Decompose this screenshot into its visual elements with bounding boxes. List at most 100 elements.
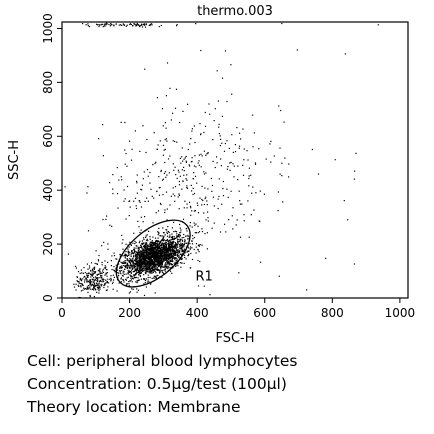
event-point bbox=[85, 297, 87, 299]
event-point bbox=[129, 263, 131, 265]
event-point bbox=[160, 256, 162, 258]
event-point bbox=[111, 255, 113, 257]
event-point bbox=[163, 246, 165, 248]
event-point bbox=[105, 289, 107, 291]
event-point bbox=[134, 263, 137, 266]
event-point bbox=[93, 279, 95, 281]
event-point bbox=[180, 245, 183, 247]
event-point bbox=[87, 230, 90, 232]
event-point bbox=[150, 258, 152, 260]
event-point bbox=[166, 254, 168, 256]
event-point bbox=[120, 269, 123, 272]
event-point bbox=[177, 241, 179, 243]
event-point bbox=[167, 248, 169, 250]
event-point bbox=[162, 125, 164, 127]
event-point bbox=[161, 239, 163, 242]
event-point bbox=[75, 283, 77, 285]
event-point bbox=[160, 169, 162, 171]
event-point bbox=[157, 259, 159, 261]
event-point bbox=[154, 257, 156, 259]
event-point bbox=[146, 238, 148, 240]
event-point bbox=[134, 265, 136, 267]
event-point bbox=[118, 24, 120, 26]
event-point bbox=[104, 284, 106, 286]
event-point bbox=[94, 262, 96, 265]
event-point bbox=[79, 279, 81, 281]
event-point bbox=[137, 268, 139, 270]
event-point bbox=[91, 275, 94, 277]
event-point bbox=[159, 260, 161, 262]
event-point bbox=[152, 247, 154, 249]
event-point bbox=[125, 261, 127, 263]
event-point bbox=[181, 262, 183, 264]
event-point bbox=[91, 281, 93, 283]
event-point bbox=[97, 285, 99, 287]
event-point bbox=[214, 108, 216, 110]
event-point bbox=[141, 24, 143, 26]
event-point bbox=[132, 261, 134, 263]
event-point bbox=[148, 264, 150, 266]
event-point bbox=[189, 205, 192, 207]
event-point bbox=[229, 162, 231, 164]
event-point bbox=[159, 254, 161, 257]
event-point bbox=[243, 148, 245, 150]
event-point bbox=[138, 200, 141, 202]
event-point bbox=[146, 281, 149, 283]
event-point bbox=[151, 249, 153, 251]
event-point bbox=[143, 23, 145, 25]
event-point bbox=[82, 272, 84, 274]
event-point bbox=[201, 185, 203, 187]
event-point bbox=[152, 256, 155, 258]
event-point bbox=[216, 156, 218, 158]
event-point bbox=[163, 232, 165, 234]
event-point bbox=[169, 261, 171, 263]
event-point bbox=[207, 217, 209, 219]
event-point bbox=[153, 132, 155, 134]
event-point bbox=[179, 223, 181, 226]
event-point bbox=[191, 247, 193, 249]
event-point bbox=[156, 266, 158, 268]
event-point bbox=[194, 232, 196, 234]
event-point bbox=[158, 247, 160, 249]
event-point bbox=[159, 272, 161, 274]
event-point bbox=[90, 270, 92, 272]
event-point bbox=[150, 250, 152, 252]
event-point bbox=[164, 268, 166, 270]
event-point bbox=[162, 244, 164, 246]
event-point bbox=[186, 179, 188, 181]
event-point bbox=[165, 256, 167, 258]
event-point bbox=[150, 245, 152, 247]
event-point bbox=[87, 272, 89, 274]
event-point bbox=[110, 260, 112, 262]
event-point bbox=[138, 270, 140, 273]
event-point bbox=[140, 244, 142, 247]
event-point bbox=[145, 255, 147, 257]
event-point bbox=[89, 281, 91, 283]
event-point bbox=[139, 266, 141, 268]
event-point bbox=[187, 235, 189, 238]
event-point bbox=[143, 258, 145, 260]
event-point bbox=[146, 251, 148, 253]
event-point bbox=[126, 262, 129, 264]
event-point bbox=[140, 268, 142, 270]
event-point bbox=[81, 280, 83, 282]
event-point bbox=[165, 257, 167, 259]
event-point bbox=[96, 280, 98, 283]
event-point bbox=[98, 292, 100, 294]
event-point bbox=[151, 252, 153, 254]
event-point bbox=[142, 257, 144, 259]
event-point bbox=[160, 244, 162, 246]
event-point bbox=[145, 264, 147, 266]
event-point bbox=[104, 267, 106, 269]
event-point bbox=[201, 231, 204, 233]
event-point bbox=[134, 266, 136, 268]
event-point bbox=[210, 177, 212, 180]
event-point bbox=[158, 256, 160, 258]
event-point bbox=[137, 289, 140, 291]
event-point bbox=[186, 242, 188, 244]
event-point bbox=[225, 231, 227, 233]
event-point bbox=[156, 242, 158, 245]
event-point bbox=[165, 243, 168, 245]
event-point bbox=[186, 230, 188, 232]
event-point bbox=[175, 264, 177, 266]
